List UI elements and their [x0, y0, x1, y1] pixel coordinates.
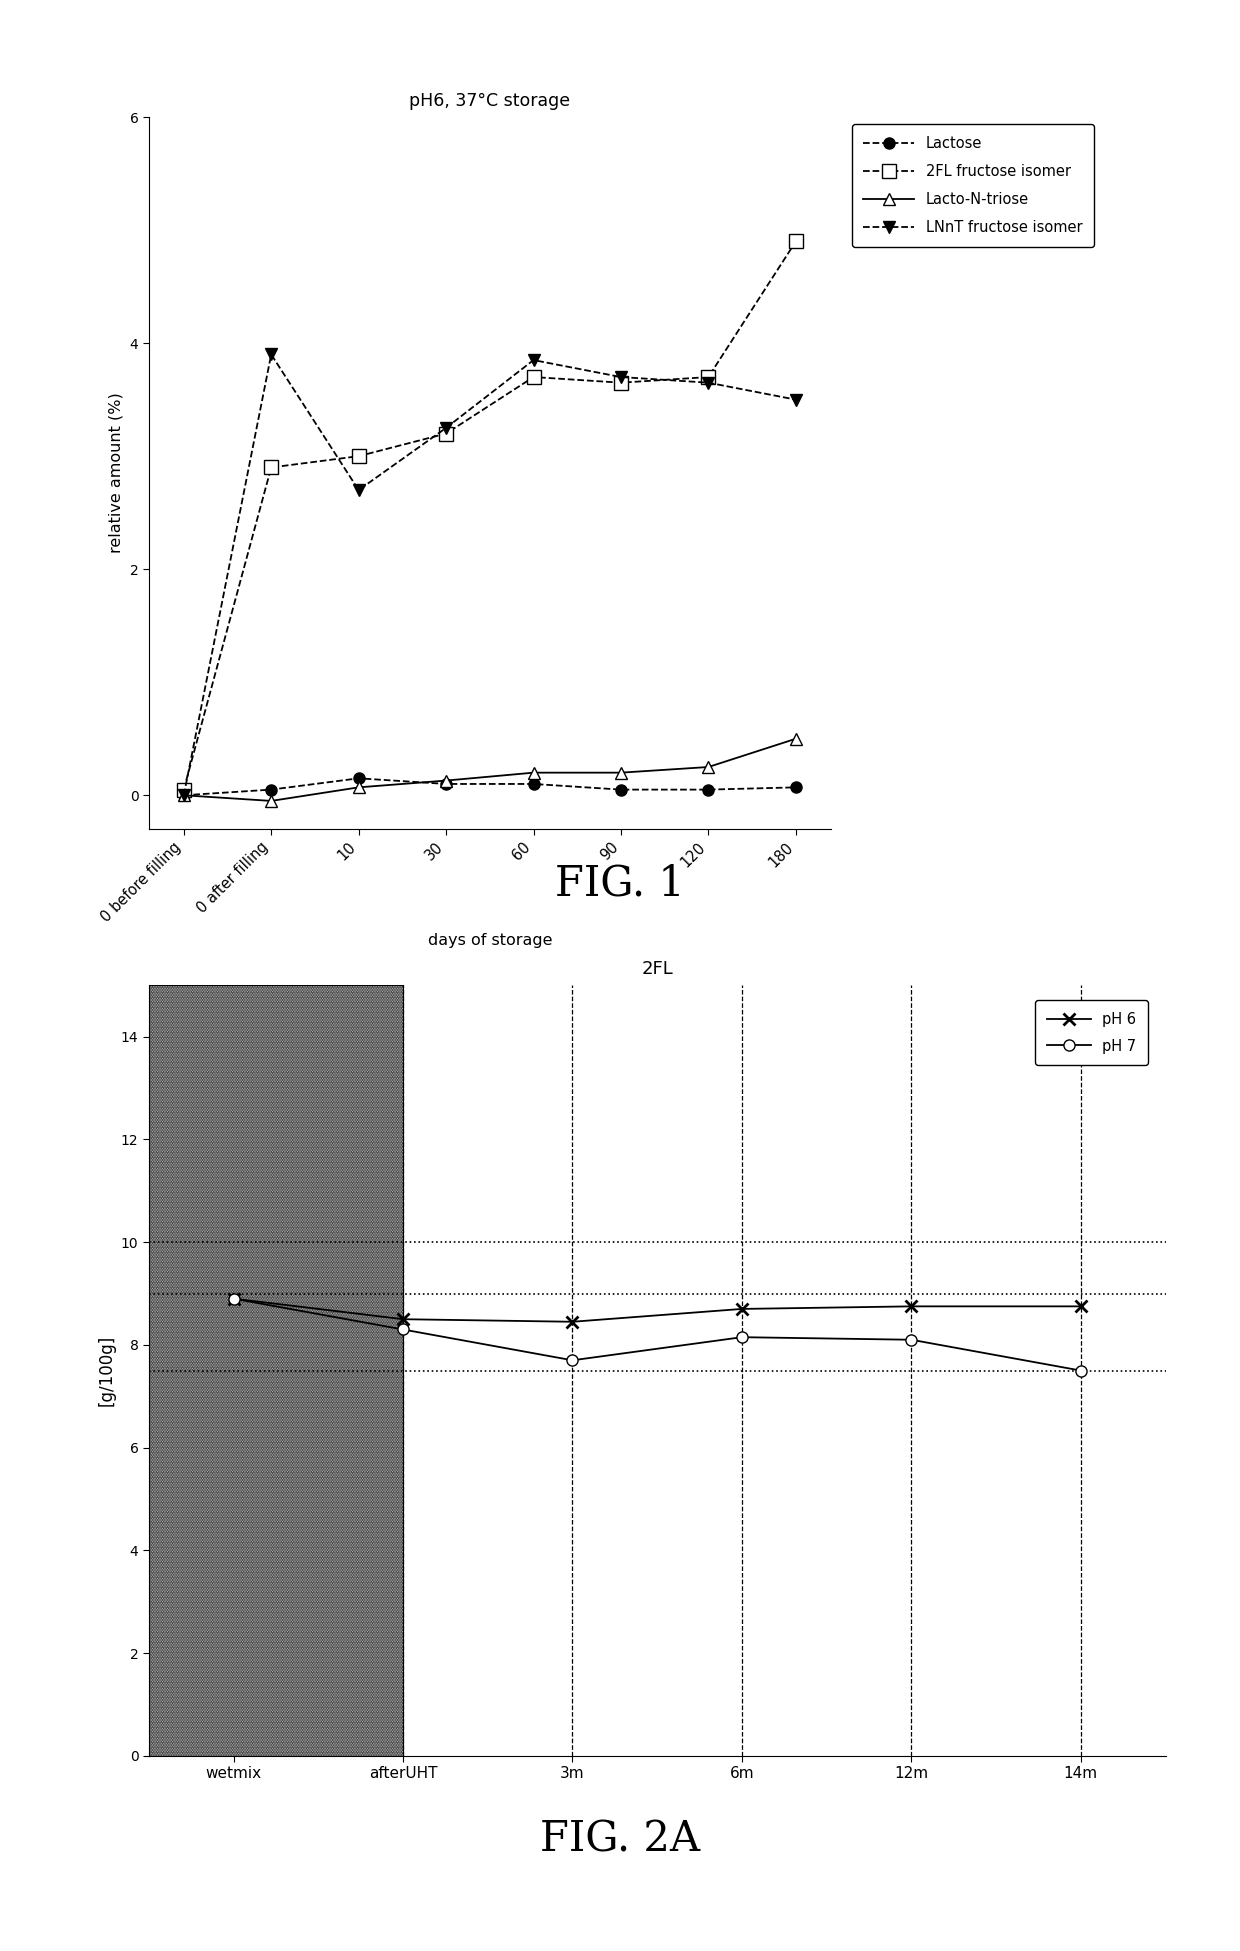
pH 7: [565, 1348, 580, 1372]
Lactose: [439, 773, 454, 796]
Lactose: [526, 773, 541, 796]
LNnT fructose isomer: [351, 478, 366, 501]
Legend: Lactose, 2FL fructose isomer, Lacto-N-triose, LNnT fructose isomer: Lactose, 2FL fructose isomer, Lacto-N-tr…: [852, 125, 1095, 248]
Title: 2FL: 2FL: [641, 960, 673, 977]
pH 7: [396, 1317, 410, 1340]
Lactose: [264, 778, 279, 802]
Line: 2FL fructose isomer: 2FL fructose isomer: [177, 234, 802, 796]
Lacto-N-triose: [176, 784, 191, 808]
Line: pH 6: pH 6: [228, 1294, 1086, 1327]
pH 6: [226, 1288, 241, 1311]
pH 6: [565, 1309, 580, 1333]
LNnT fructose isomer: [526, 349, 541, 373]
LNnT fructose isomer: [614, 365, 629, 388]
LNnT fructose isomer: [789, 388, 804, 412]
pH 6: [904, 1295, 919, 1319]
Title: pH6, 37°C storage: pH6, 37°C storage: [409, 92, 570, 109]
2FL fructose isomer: [614, 371, 629, 394]
Line: pH 7: pH 7: [228, 1294, 1086, 1375]
Text: FIG. 2A: FIG. 2A: [539, 1818, 701, 1861]
Lactose: [614, 778, 629, 802]
LNnT fructose isomer: [439, 416, 454, 439]
Lacto-N-triose: [351, 776, 366, 800]
Y-axis label: [g/100g]: [g/100g]: [97, 1334, 115, 1407]
2FL fructose isomer: [264, 457, 279, 480]
Lactose: [176, 784, 191, 808]
Lacto-N-triose: [789, 728, 804, 751]
pH 6: [734, 1297, 749, 1321]
Lactose: [701, 778, 715, 802]
2FL fructose isomer: [439, 421, 454, 445]
Legend: pH 6, pH 7: pH 6, pH 7: [1035, 1001, 1148, 1065]
pH 7: [734, 1325, 749, 1348]
LNnT fructose isomer: [176, 784, 191, 808]
Y-axis label: relative amount (%): relative amount (%): [109, 392, 124, 554]
pH 6: [1074, 1295, 1089, 1319]
Line: LNnT fructose isomer: LNnT fructose isomer: [177, 347, 802, 802]
Line: Lacto-N-triose: Lacto-N-triose: [177, 732, 802, 808]
pH 7: [904, 1329, 919, 1352]
X-axis label: days of storage: days of storage: [428, 933, 552, 948]
Bar: [149, 985, 403, 1756]
pH 6: [396, 1307, 410, 1331]
LNnT fructose isomer: [264, 343, 279, 367]
Lactose: [789, 776, 804, 800]
2FL fructose isomer: [701, 365, 715, 388]
Text: FIG. 1: FIG. 1: [556, 862, 684, 905]
pH 7: [226, 1288, 241, 1311]
LNnT fructose isomer: [701, 371, 715, 394]
2FL fructose isomer: [789, 230, 804, 254]
Lacto-N-triose: [614, 761, 629, 784]
Lacto-N-triose: [701, 755, 715, 778]
Line: Lactose: Lactose: [179, 773, 801, 800]
2FL fructose isomer: [526, 365, 541, 388]
Lacto-N-triose: [264, 790, 279, 814]
Lactose: [351, 767, 366, 790]
Lacto-N-triose: [439, 769, 454, 792]
Lacto-N-triose: [526, 761, 541, 784]
2FL fructose isomer: [176, 778, 191, 802]
pH 7: [1074, 1358, 1089, 1381]
2FL fructose isomer: [351, 445, 366, 468]
